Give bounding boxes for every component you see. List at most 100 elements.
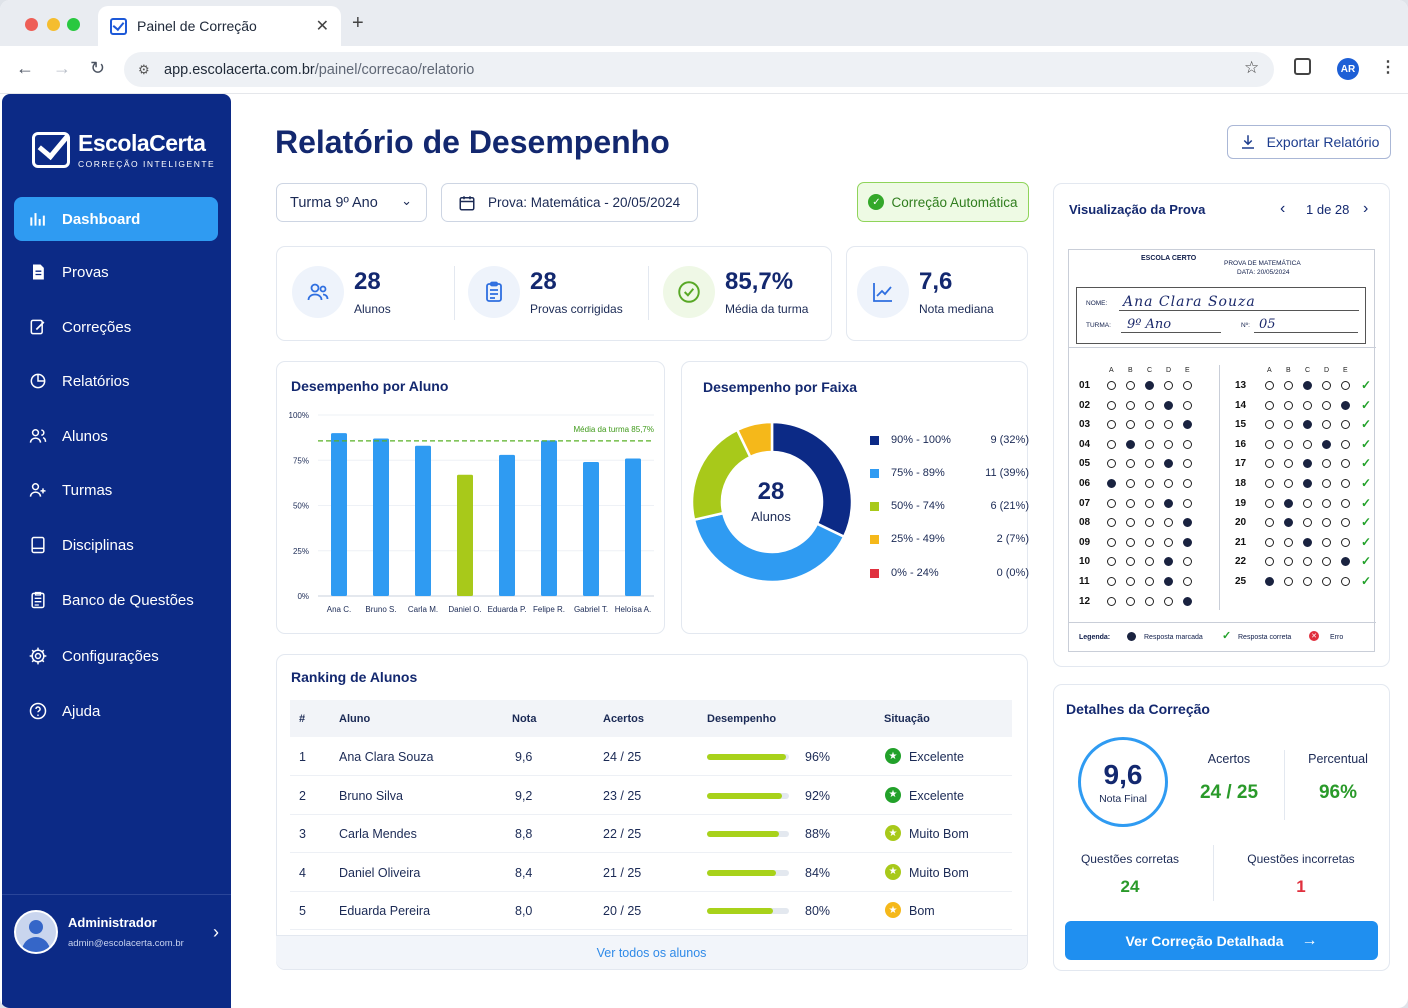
sheet-id-box	[1076, 287, 1366, 344]
bar[interactable]	[583, 462, 599, 596]
profile-avatar[interactable]: AR	[1337, 58, 1359, 80]
close-tab-icon[interactable]: ✕	[315, 18, 329, 35]
forward-icon[interactable]: →	[53, 58, 71, 78]
answer-bubble	[1322, 381, 1331, 390]
sidebar-item-disciplinas[interactable]: Disciplinas	[14, 523, 218, 567]
bar[interactable]	[541, 440, 557, 596]
donut-slice[interactable]	[692, 511, 846, 584]
cell-pct: 96%	[805, 750, 831, 764]
new-tab-icon[interactable]: +	[352, 12, 364, 34]
tab-title: Painel de Correção	[137, 18, 257, 34]
sidebar-item-relat-rios[interactable]: Relatórios	[14, 359, 218, 403]
y-tick-label: 100%	[289, 411, 309, 420]
answer-bubble	[1145, 479, 1154, 488]
bar[interactable]	[499, 454, 515, 596]
donut-slice[interactable]	[735, 420, 774, 459]
table-row[interactable]: 3 Carla Mendes 8,8 22 / 25 88% ★ Muito Bom	[290, 815, 1012, 854]
answer-bubble-marked	[1164, 459, 1173, 469]
performance-bar-fill	[707, 792, 783, 799]
close-window-button[interactable]	[25, 18, 38, 31]
sidebar-item-alunos[interactable]: Alunos	[14, 414, 218, 458]
bookmark-star-icon[interactable]: ☆	[1244, 58, 1260, 77]
maximize-window-button[interactable]	[67, 18, 80, 31]
answer-bubble	[1107, 498, 1116, 508]
auto-correction-badge[interactable]: ✓ Correção Automática	[857, 182, 1029, 222]
performance-bar	[707, 869, 789, 876]
legend-swatch	[870, 435, 879, 445]
sidebar-item-provas[interactable]: Provas	[14, 250, 218, 294]
option-header: C	[1147, 367, 1153, 374]
view-detailed-correction-button[interactable]: Ver Correção Detalhada →	[1065, 921, 1378, 960]
prova-select[interactable]: Prova: Matemática - 20/05/2024	[441, 183, 698, 222]
bar[interactable]	[457, 474, 473, 596]
sidebar-item-turmas[interactable]: Turmas	[14, 468, 218, 512]
browser-tab[interactable]: Painel de Correção ✕	[98, 6, 341, 46]
question-number: 17	[1235, 458, 1247, 470]
arrow-right-icon: →	[1301, 931, 1318, 949]
reload-icon[interactable]: ↻	[90, 58, 106, 78]
answer-bubble	[1284, 439, 1293, 449]
answer-bubble-marked	[1183, 596, 1192, 606]
logo[interactable]: EscolaCerta CORREÇÃO INTELIGENTE	[32, 130, 215, 169]
extensions-icon[interactable]	[1294, 58, 1311, 75]
answer-bubble	[1164, 518, 1173, 528]
sidebar-item-configura-es[interactable]: Configurações	[14, 634, 218, 678]
site-settings-icon[interactable]: ⚙	[138, 62, 150, 77]
sidebar-item-banco-de-quest-es[interactable]: Banco de Questões	[14, 578, 218, 622]
page-title: Relatório de Desempenho	[275, 124, 670, 160]
user-email: admin@escolacerta.com.br	[68, 938, 184, 949]
table-row[interactable]: 1 Ana Clara Souza 9,6 24 / 25 96% ★ Excelente	[290, 738, 1012, 776]
cell-nota: 8,8	[515, 827, 533, 842]
chevron-right-icon[interactable]: ›	[1363, 200, 1369, 217]
answer-bubble	[1107, 557, 1116, 567]
answer-bubble-marked	[1284, 518, 1293, 528]
cell-situacao: Bom	[909, 904, 935, 919]
url-host: app.escolacerta.com.br	[164, 61, 315, 78]
minimize-window-button[interactable]	[47, 18, 60, 31]
stat-value: 28	[354, 268, 381, 295]
sidebar-item-label: Correções	[62, 318, 132, 336]
check-icon: ✓	[1361, 495, 1372, 510]
sidebar-item-ajuda[interactable]: Ajuda	[14, 689, 218, 733]
bar[interactable]	[373, 438, 389, 596]
browser-menu-icon[interactable]: ⋮	[1380, 59, 1396, 76]
answer-bubble	[1303, 498, 1312, 508]
table-row[interactable]: 5 Eduarda Pereira 8,0 20 / 25 80% ★ Bom	[290, 892, 1012, 931]
option-header: D	[1324, 367, 1330, 374]
chevron-right-icon[interactable]: ›	[213, 921, 219, 942]
turma-line	[1121, 332, 1221, 333]
question-number: 12	[1079, 595, 1091, 607]
back-icon[interactable]: ←	[16, 58, 34, 78]
answer-bubble	[1322, 537, 1331, 547]
answer-bubble	[1341, 479, 1350, 488]
answer-bubble-marked	[1303, 459, 1312, 469]
answer-bubble-marked	[1145, 381, 1154, 390]
table-row[interactable]: 4 Daniel Oliveira 8,4 21 / 25 84% ★ Muito Bom	[290, 854, 1012, 892]
ranking-header-row	[290, 700, 1012, 737]
table-row[interactable]: 2 Bruno Silva 9,2 23 / 25 92% ★ Excelente	[290, 777, 1012, 815]
sidebar-item-corre-es[interactable]: Correções	[14, 305, 218, 349]
question-number: 07	[1079, 497, 1091, 509]
answer-bubble	[1107, 381, 1116, 390]
chevron-left-icon[interactable]: ‹	[1280, 200, 1286, 217]
user-profile[interactable]: Administrador admin@escolacerta.com.br ›	[14, 910, 219, 954]
bar[interactable]	[415, 445, 431, 596]
clipboard-icon	[468, 266, 520, 318]
answer-bubble	[1164, 479, 1173, 488]
bar[interactable]	[331, 433, 347, 596]
export-report-button[interactable]: Exportar Relatório	[1227, 125, 1391, 159]
answer-bubble	[1183, 381, 1192, 390]
see-all-students-link[interactable]: Ver todos os alunos	[276, 935, 1027, 969]
stat-label: Média da turma	[725, 302, 809, 316]
x-tick-label: Felipe R.	[533, 605, 565, 614]
url-field[interactable]: ⚙ app.escolacerta.com.br/painel/correcao…	[124, 52, 1274, 87]
turma-select[interactable]: Turma 9º Ano ⌄	[276, 183, 427, 222]
question-number: 19	[1235, 497, 1247, 509]
legend-marked: Resposta marcada	[1144, 634, 1203, 641]
bar[interactable]	[625, 458, 641, 596]
stat-alunos: 28 Alunos	[292, 266, 391, 318]
question-number: 08	[1079, 517, 1091, 529]
sidebar-item-dashboard[interactable]: Dashboard	[14, 197, 218, 241]
cell-pos: 4	[299, 865, 306, 880]
check-icon: ✓	[1361, 476, 1372, 490]
